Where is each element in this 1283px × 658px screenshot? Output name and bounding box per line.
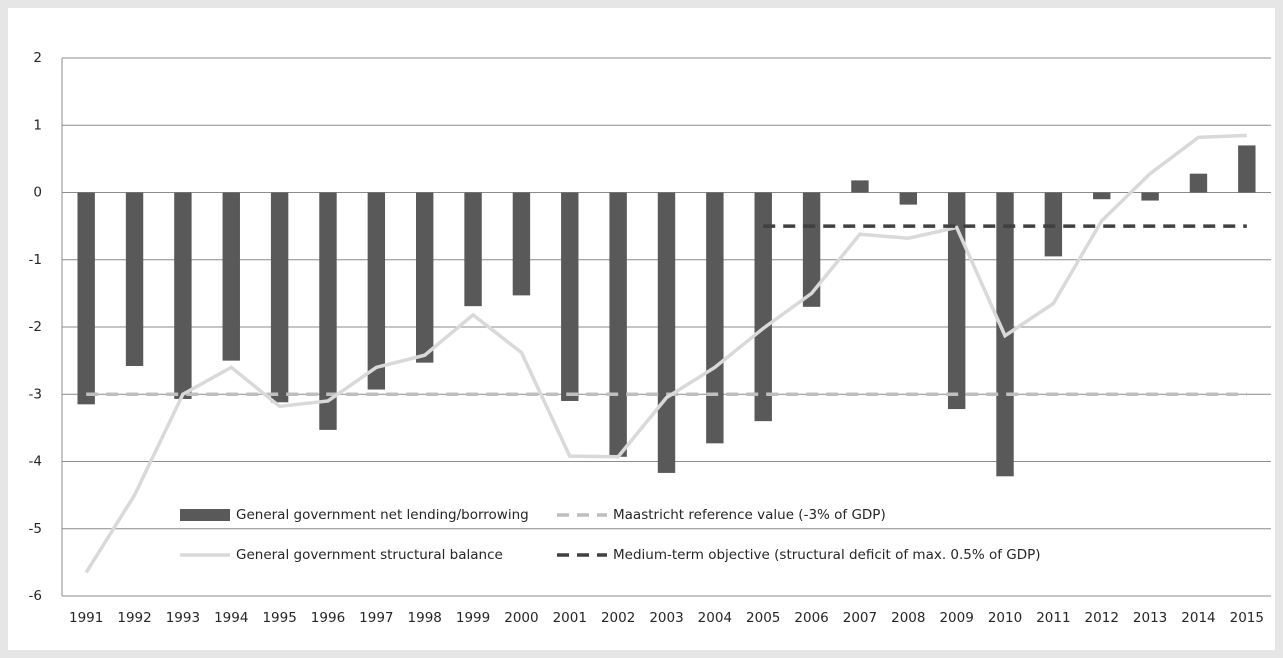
bar bbox=[754, 192, 772, 422]
bar bbox=[512, 192, 531, 296]
x-tick-label: 1996 bbox=[311, 610, 345, 626]
x-tick-label: 1991 bbox=[69, 610, 103, 626]
y-tick-label: 2 bbox=[33, 50, 42, 66]
x-tick-label: 2003 bbox=[649, 610, 683, 626]
line bbox=[84, 133, 1247, 574]
x-tick-label: 1992 bbox=[117, 610, 151, 626]
x-tick-label: 1994 bbox=[214, 610, 248, 626]
legend-label: Maastricht reference value (-3% of GDP) bbox=[613, 507, 886, 523]
bar bbox=[1093, 192, 1111, 200]
x-tick-label: 1995 bbox=[262, 610, 296, 626]
chart-background bbox=[8, 8, 1275, 650]
x-tick-label: 2004 bbox=[698, 610, 732, 626]
x-tick-label: 2013 bbox=[1133, 610, 1167, 626]
bar bbox=[319, 192, 337, 430]
legend-swatch bbox=[180, 509, 230, 521]
x-tick-label: 2009 bbox=[939, 610, 973, 626]
bar bbox=[899, 192, 918, 205]
bar bbox=[367, 192, 386, 390]
y-tick-label: 1 bbox=[33, 117, 42, 133]
bar bbox=[1189, 173, 1208, 193]
y-tick-label: -4 bbox=[29, 454, 42, 470]
x-tick-label: 2011 bbox=[1036, 610, 1070, 626]
x-tick-label: 2010 bbox=[988, 610, 1022, 626]
bar bbox=[174, 192, 192, 399]
bar bbox=[1141, 192, 1159, 201]
x-tick-label: 2001 bbox=[553, 610, 587, 626]
bar bbox=[657, 192, 676, 473]
y-tick-label: -5 bbox=[29, 521, 42, 537]
bar bbox=[609, 192, 627, 457]
x-tick-label: 2015 bbox=[1230, 610, 1264, 626]
bar bbox=[802, 192, 821, 307]
x-tick-label: 1993 bbox=[166, 610, 200, 626]
x-tick-label: 2008 bbox=[891, 610, 925, 626]
x-tick-label: 1999 bbox=[456, 610, 490, 626]
bar bbox=[125, 192, 144, 367]
bar bbox=[706, 192, 724, 444]
bar bbox=[415, 192, 434, 363]
x-tick-label: 2006 bbox=[794, 610, 828, 626]
legend-label: Medium-term objective (structural defici… bbox=[613, 547, 1041, 563]
bar bbox=[222, 192, 240, 361]
x-tick-label: 2005 bbox=[746, 610, 780, 626]
y-tick-label: -3 bbox=[29, 386, 42, 402]
bar bbox=[270, 192, 289, 403]
y-tick-label: -6 bbox=[29, 588, 42, 604]
bar bbox=[1238, 145, 1256, 193]
x-tick-label: 2007 bbox=[843, 610, 877, 626]
bar bbox=[561, 192, 579, 401]
x-tick-label: 2014 bbox=[1181, 610, 1215, 626]
y-tick-label: -1 bbox=[29, 252, 42, 268]
y-tick-label: 0 bbox=[33, 185, 42, 201]
bar bbox=[947, 192, 966, 410]
legend-label: General government structural balance bbox=[236, 547, 503, 563]
bar bbox=[464, 192, 482, 307]
x-tick-label: 1998 bbox=[408, 610, 442, 626]
y-tick-label: -2 bbox=[29, 319, 42, 335]
x-tick-label: 2002 bbox=[601, 610, 635, 626]
x-tick-label: 2000 bbox=[504, 610, 538, 626]
bar bbox=[851, 180, 869, 193]
bar bbox=[77, 192, 95, 405]
legend-label: General government net lending/borrowing bbox=[236, 507, 529, 523]
x-tick-label: 1997 bbox=[359, 610, 393, 626]
x-tick-label: 2012 bbox=[1085, 610, 1119, 626]
